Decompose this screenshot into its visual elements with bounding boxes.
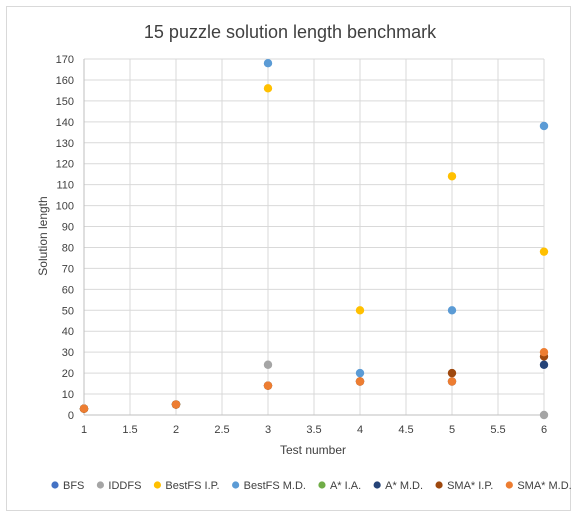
y-tick-label: 40: [62, 326, 74, 338]
data-point: [539, 247, 549, 256]
legend-swatch: [505, 481, 513, 489]
y-tick-label: 0: [68, 410, 74, 422]
data-point: [447, 377, 457, 386]
x-tick-label: 4.5: [398, 424, 413, 436]
data-point: [355, 377, 365, 386]
x-tick-label: 5.5: [490, 424, 505, 436]
y-tick-label: 110: [56, 180, 74, 192]
axes: [83, 59, 544, 416]
y-tick-label: 120: [56, 159, 74, 171]
legend-label: BestFS I.P.: [165, 480, 219, 492]
data-point: [539, 360, 549, 369]
y-tick-label: 30: [62, 347, 74, 359]
chart-title: 15 puzzle solution length benchmark: [144, 22, 437, 42]
legend-item: SMA* I.P.: [435, 480, 493, 492]
legend: BFS IDDFS BestFS I.P. BestFS M.D. A* I.A. A* …: [51, 480, 572, 492]
data-point: [79, 404, 89, 413]
legend-label: IDDFS: [108, 480, 141, 492]
data-point: [263, 58, 273, 68]
legend-swatch: [318, 481, 326, 489]
y-tick-label: 80: [62, 242, 74, 254]
x-tick-label: 1: [81, 424, 87, 436]
x-tick-label: 1.5: [122, 424, 137, 436]
data-point: [447, 172, 457, 181]
y-tick-label: 100: [56, 201, 74, 213]
legend-swatch: [232, 481, 240, 489]
y-tick-label: 140: [56, 117, 74, 129]
y-tick-label: 60: [62, 284, 74, 296]
y-tick-label: 20: [62, 368, 74, 380]
legend-item: SMA* M.D.: [505, 480, 572, 492]
gridlines: [84, 58, 545, 415]
y-tick-label: 160: [56, 75, 74, 87]
legend-label: SMA* M.D.: [517, 480, 571, 492]
y-axis-label: Solution length: [36, 196, 50, 275]
x-axis-label: Test number: [280, 443, 346, 457]
data-point: [263, 381, 273, 390]
y-axis-ticks: 0 10 20 30 40 50 60 70 80 90 100 110 120 130 140 150 160…: [56, 54, 74, 422]
y-tick-label: 170: [56, 54, 74, 66]
legend-swatch: [96, 481, 105, 489]
legend-swatch: [51, 481, 59, 489]
legend-item: A* M.D.: [373, 480, 423, 492]
legend-label: A* I.A.: [330, 480, 361, 492]
legend-label: A* M.D.: [385, 480, 423, 492]
x-tick-label: 3: [265, 424, 271, 436]
y-tick-label: 50: [62, 305, 74, 317]
chart-area: [6, 6, 571, 511]
y-tick-label: 150: [56, 96, 74, 108]
legend-swatch: [435, 481, 443, 489]
legend-label: BestFS M.D.: [244, 480, 306, 492]
data-point: [539, 410, 549, 420]
x-tick-label: 3.5: [306, 424, 321, 436]
data-point: [355, 306, 365, 315]
data-point: [171, 400, 181, 409]
x-tick-label: 4: [357, 424, 363, 436]
legend-item: IDDFS: [96, 480, 141, 492]
x-tick-label: 5: [449, 424, 455, 436]
data-points: [79, 58, 549, 420]
x-tick-label: 2.5: [214, 424, 229, 436]
x-tick-label: 6: [541, 424, 547, 436]
legend-item: BFS: [51, 480, 84, 492]
data-point: [539, 347, 549, 357]
legend-label: SMA* I.P.: [447, 480, 493, 492]
data-point: [447, 306, 457, 315]
data-point: [263, 360, 273, 369]
y-tick-label: 130: [56, 138, 74, 150]
y-tick-label: 70: [62, 263, 74, 275]
legend-label: BFS: [63, 480, 84, 492]
data-point: [355, 368, 365, 378]
legend-item: BestFS I.P.: [153, 480, 220, 492]
y-tick-label: 90: [62, 222, 74, 234]
legend-item: BestFS M.D.: [232, 480, 306, 492]
legend-item: A* I.A.: [318, 480, 361, 492]
legend-swatch: [373, 481, 381, 489]
y-tick-label: 10: [62, 389, 74, 401]
data-point: [539, 121, 549, 131]
legend-swatch: [153, 481, 162, 489]
x-tick-label: 2: [173, 424, 179, 436]
x-axis-ticks: 1 1.5 2 2.5 3 3.5 4 4.5 5 5.5 6: [81, 424, 547, 436]
data-point: [263, 84, 273, 93]
data-point: [447, 368, 457, 378]
